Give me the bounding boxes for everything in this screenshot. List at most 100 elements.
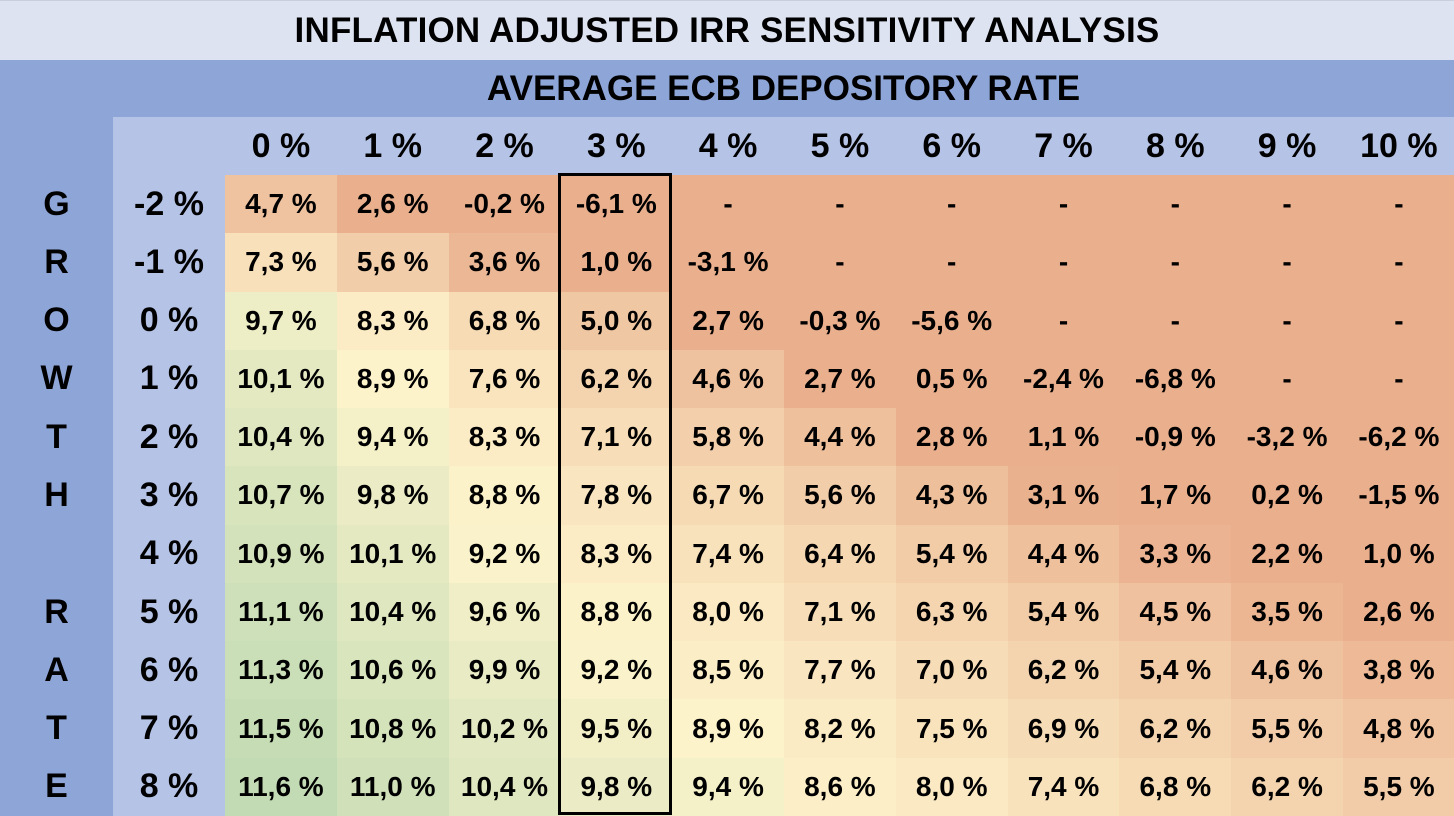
- column-header: 4 %: [698, 126, 758, 165]
- heatmap-cell: -3,2 %: [1231, 408, 1343, 467]
- growth-rate-letter: W: [40, 359, 73, 398]
- column-header: 3 %: [586, 126, 646, 165]
- heatmap-cell: 3,1 %: [1007, 466, 1120, 525]
- heatmap-cell: 6,2 %: [1231, 757, 1343, 816]
- heatmap-cell: 7,5 %: [895, 699, 1008, 758]
- heatmap-cell: 4,6 %: [1231, 641, 1343, 700]
- row-header: 1 %: [139, 359, 199, 398]
- heatmap-cell: -: [1231, 349, 1343, 409]
- column-header: 9 %: [1257, 126, 1317, 165]
- heatmap-cell: 6,2 %: [1119, 699, 1232, 758]
- heatmap-cell: 10,4 %: [225, 408, 337, 467]
- heatmap-cell: 9,4 %: [672, 757, 784, 816]
- growth-rate-letter: R: [44, 242, 69, 281]
- left-axis-band: [0, 60, 113, 816]
- growth-rate-letter: G: [43, 184, 70, 223]
- heatmap-cell: 10,1 %: [336, 524, 449, 583]
- heatmap-cell: -5,6 %: [895, 291, 1008, 350]
- row-header: 4 %: [139, 534, 199, 573]
- growth-rate-letter: T: [46, 417, 67, 456]
- table-title: INFLATION ADJUSTED IRR SENSITIVITY ANALY…: [0, 0, 1454, 61]
- heatmap-cell: -2,4 %: [1007, 349, 1120, 409]
- heatmap-cell: 11,5 %: [225, 699, 337, 758]
- column-header: 2 %: [475, 126, 534, 165]
- heatmap-cell: 4,5 %: [1119, 582, 1232, 642]
- heatmap-cell: 4,6 %: [672, 349, 784, 409]
- heatmap-cell: 7,7 %: [784, 641, 896, 700]
- heatmap-cell: -: [1119, 291, 1232, 350]
- heatmap-cell: 10,1 %: [225, 349, 337, 409]
- heatmap-cell: -0,2 %: [448, 175, 561, 234]
- heatmap-cell: 6,2 %: [560, 349, 673, 409]
- heatmap-cell: -0,9 %: [1119, 408, 1232, 467]
- heatmap-cell: -: [1007, 175, 1120, 234]
- heatmap-cell: 5,0 %: [560, 291, 673, 350]
- heatmap-cell: 8,8 %: [448, 466, 561, 525]
- heatmap-cell: 0,5 %: [895, 349, 1008, 409]
- row-header: 5 %: [139, 592, 199, 631]
- heatmap-cell: 5,4 %: [1119, 641, 1232, 700]
- heatmap-cell: 7,8 %: [560, 466, 673, 525]
- heatmap-cell: 4,4 %: [1007, 524, 1120, 583]
- heatmap-cell: 9,2 %: [448, 524, 561, 583]
- heatmap-cell: -: [895, 175, 1008, 234]
- heatmap-cell: -: [1231, 233, 1343, 292]
- heatmap-cell: 7,6 %: [448, 349, 561, 409]
- heatmap-cell: 7,1 %: [784, 582, 896, 642]
- growth-rate-letter: A: [44, 650, 69, 689]
- corner-cell: [113, 117, 225, 175]
- heatmap-cell: -: [1343, 175, 1454, 234]
- heatmap-cell: 2,6 %: [1343, 582, 1454, 642]
- heatmap-cell: 1,0 %: [560, 233, 673, 292]
- heatmap-cell: 3,5 %: [1231, 582, 1343, 642]
- column-header: 0 %: [251, 126, 311, 165]
- heatmap-cell: 5,8 %: [672, 408, 784, 467]
- heatmap-cell: 6,8 %: [448, 291, 561, 350]
- heatmap-cell: 5,5 %: [1343, 757, 1454, 816]
- heatmap-cell: -: [1119, 175, 1232, 234]
- heatmap-cell: 10,4 %: [336, 582, 449, 642]
- heatmap-cell: 10,8 %: [336, 699, 449, 758]
- heatmap-cell: 3,8 %: [1343, 641, 1454, 700]
- heatmap-cell: 9,9 %: [448, 641, 561, 700]
- heatmap-cell: 2,2 %: [1231, 524, 1343, 583]
- column-header: 8 %: [1145, 126, 1205, 165]
- heatmap-cell: 1,1 %: [1007, 408, 1120, 467]
- heatmap-cell: 3,3 %: [1119, 524, 1232, 583]
- heatmap-cell: 8,9 %: [336, 349, 449, 409]
- row-header: 7 %: [139, 709, 199, 748]
- heatmap-cell: 7,0 %: [895, 641, 1008, 700]
- row-header: -1 %: [134, 242, 204, 281]
- growth-rate-letter: O: [43, 301, 70, 340]
- growth-rate-letter: T: [46, 709, 67, 748]
- row-header: -2 %: [134, 184, 204, 223]
- row-header: 6 %: [139, 650, 199, 689]
- heatmap-cell: 0,2 %: [1231, 466, 1343, 525]
- column-header: 5 %: [810, 126, 870, 165]
- heatmap-cell: 9,4 %: [336, 408, 449, 467]
- heatmap-cell: 2,7 %: [672, 291, 784, 350]
- heatmap-cell: 11,1 %: [225, 582, 337, 642]
- heatmap-cell: 2,7 %: [784, 349, 896, 409]
- growth-rate-letter: E: [45, 767, 68, 806]
- heatmap-cell: 4,4 %: [784, 408, 896, 467]
- heatmap-cell: 9,8 %: [336, 466, 449, 525]
- heatmap-cell: 5,4 %: [895, 524, 1008, 583]
- heatmap-cell: 5,4 %: [1007, 582, 1120, 642]
- heatmap-cell: 10,9 %: [225, 524, 337, 583]
- heatmap-cell: 1,7 %: [1119, 466, 1232, 525]
- growth-rate-letter: H: [44, 475, 69, 514]
- heatmap-cell: 5,6 %: [336, 233, 449, 292]
- column-header: 6 %: [922, 126, 981, 165]
- heatmap-cell: -0,3 %: [784, 291, 896, 350]
- heatmap-cell: -6,1 %: [560, 175, 673, 234]
- heatmap-cell: 6,3 %: [895, 582, 1008, 642]
- heatmap-cell: 9,2 %: [560, 641, 673, 700]
- heatmap-cell: -6,8 %: [1119, 349, 1232, 409]
- heatmap-cell: 9,6 %: [448, 582, 561, 642]
- heatmap-cell: -: [1343, 233, 1454, 292]
- heatmap-cell: 8,3 %: [560, 524, 673, 583]
- heatmap-cell: -: [784, 175, 896, 234]
- heatmap-cell: 8,3 %: [448, 408, 561, 467]
- heatmap-cell: 6,8 %: [1119, 757, 1232, 816]
